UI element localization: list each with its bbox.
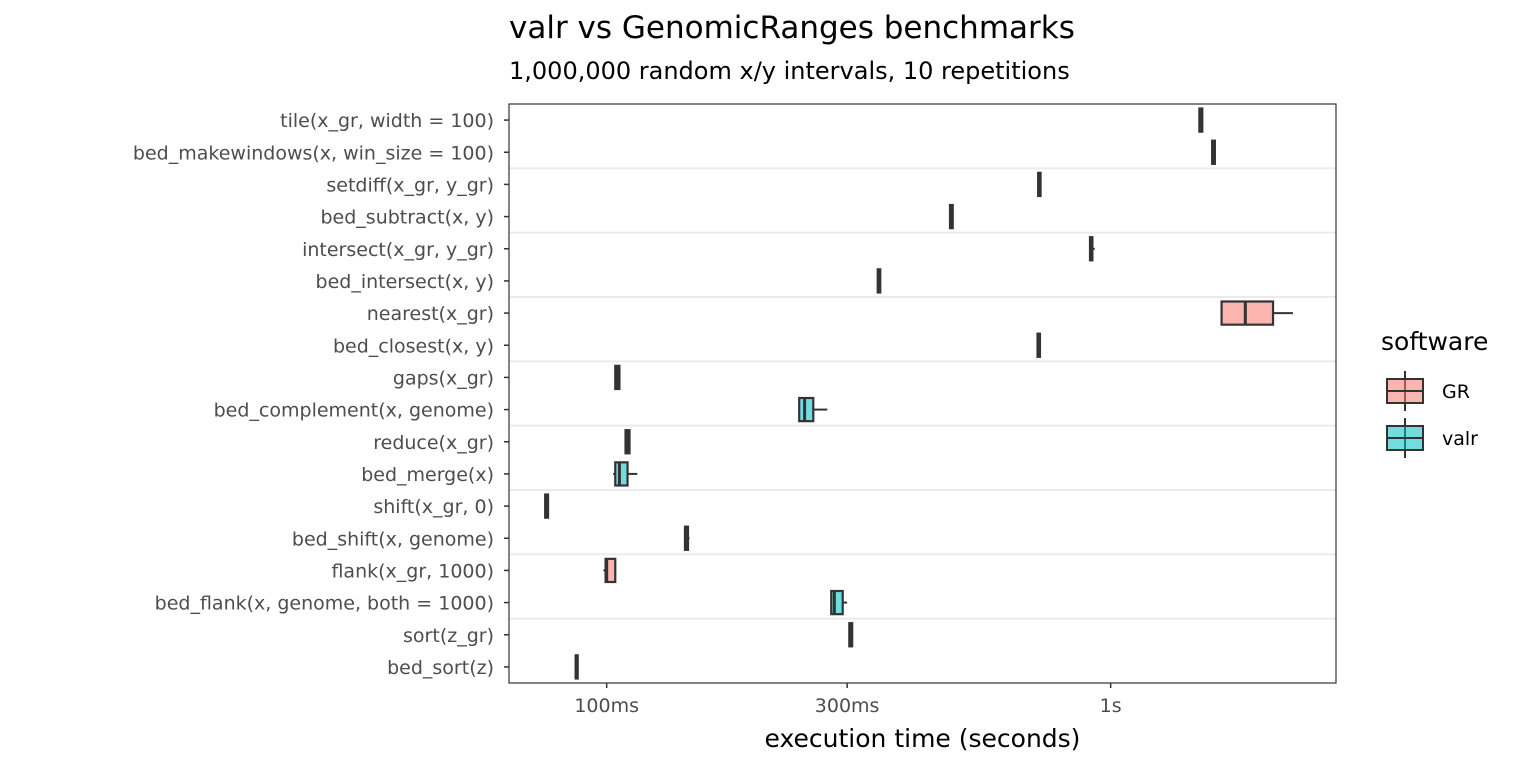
box-iqr (614, 461, 629, 487)
legend-key-gr (1386, 371, 1424, 411)
y-tick-label: gaps(x_gr) (393, 367, 494, 389)
y-tick-label: bed_complement(x, genome) (214, 400, 494, 422)
box-gr (1037, 171, 1042, 198)
y-tick-label: reduce(x_gr) (373, 432, 494, 454)
box-valr (830, 589, 848, 616)
box-valr (948, 203, 954, 230)
y-tick-label: setdiff(x_gr, y_gr) (326, 174, 494, 196)
box-valr (1211, 139, 1216, 165)
box-valr (1036, 332, 1042, 358)
x-axis-label: execution time (seconds) (765, 724, 1081, 753)
x-axis: 100ms 300ms 1s (574, 683, 1122, 717)
box-gr (848, 622, 854, 648)
legend-label: valr (1442, 428, 1478, 450)
box-iqr (1220, 300, 1275, 326)
x-tick-label: 1s (1100, 695, 1122, 717)
box-marks (544, 107, 1293, 680)
x-tick-label: 300ms (815, 695, 880, 717)
box-valr (876, 268, 882, 294)
legend: software GR valr (1381, 327, 1488, 458)
box-valr (683, 525, 690, 551)
y-tick-label: nearest(x_gr) (367, 303, 494, 325)
y-tick-label: shift(x_gr, 0) (373, 496, 494, 518)
box-gr (624, 429, 631, 455)
box-valr (613, 461, 638, 487)
box-gr (603, 557, 617, 584)
y-tick-label: bed_shift(x, genome) (292, 528, 494, 550)
y-tick-label: flank(x_gr, 1000) (331, 560, 494, 582)
y-tick-label: bed_flank(x, genome, both = 1000) (155, 593, 494, 615)
y-tick-label: intersect(x_gr, y_gr) (302, 239, 494, 261)
grid-lines (509, 167, 1336, 620)
box-gr (1198, 107, 1204, 133)
x-tick-label: 100ms (574, 695, 639, 717)
box-valr (574, 654, 579, 680)
box-gr (1088, 236, 1095, 262)
box-gr (614, 364, 621, 391)
y-axis: tile(x_gr, width = 100) bed_makewindows(x… (133, 110, 509, 679)
y-tick-label: bed_intersect(x, y) (316, 271, 494, 293)
chart-title: valr vs GenomicRanges benchmarks (509, 10, 1075, 46)
y-tick-label: sort(z_gr) (403, 625, 494, 647)
chart-subtitle: 1,000,000 random x/y intervals, 10 repet… (509, 57, 1070, 85)
y-tick-label: bed_makewindows(x, win_size = 100) (133, 142, 494, 164)
legend-title: software (1381, 327, 1488, 356)
y-tick-label: bed_subtract(x, y) (320, 207, 494, 229)
y-tick-label: tile(x_gr, width = 100) (280, 110, 494, 132)
y-tick-label: bed_sort(z) (387, 657, 494, 679)
legend-label: GR (1442, 381, 1470, 403)
y-tick-label: bed_closest(x, y) (333, 335, 494, 357)
box-iqr (830, 589, 844, 616)
box-gr (544, 493, 550, 519)
y-tick-label: bed_merge(x) (361, 464, 494, 486)
box-iqr (798, 396, 815, 423)
plot-panel-border (508, 103, 1337, 684)
legend-key-valr (1386, 418, 1424, 458)
box-gr (1220, 300, 1293, 326)
box-valr (798, 396, 828, 423)
